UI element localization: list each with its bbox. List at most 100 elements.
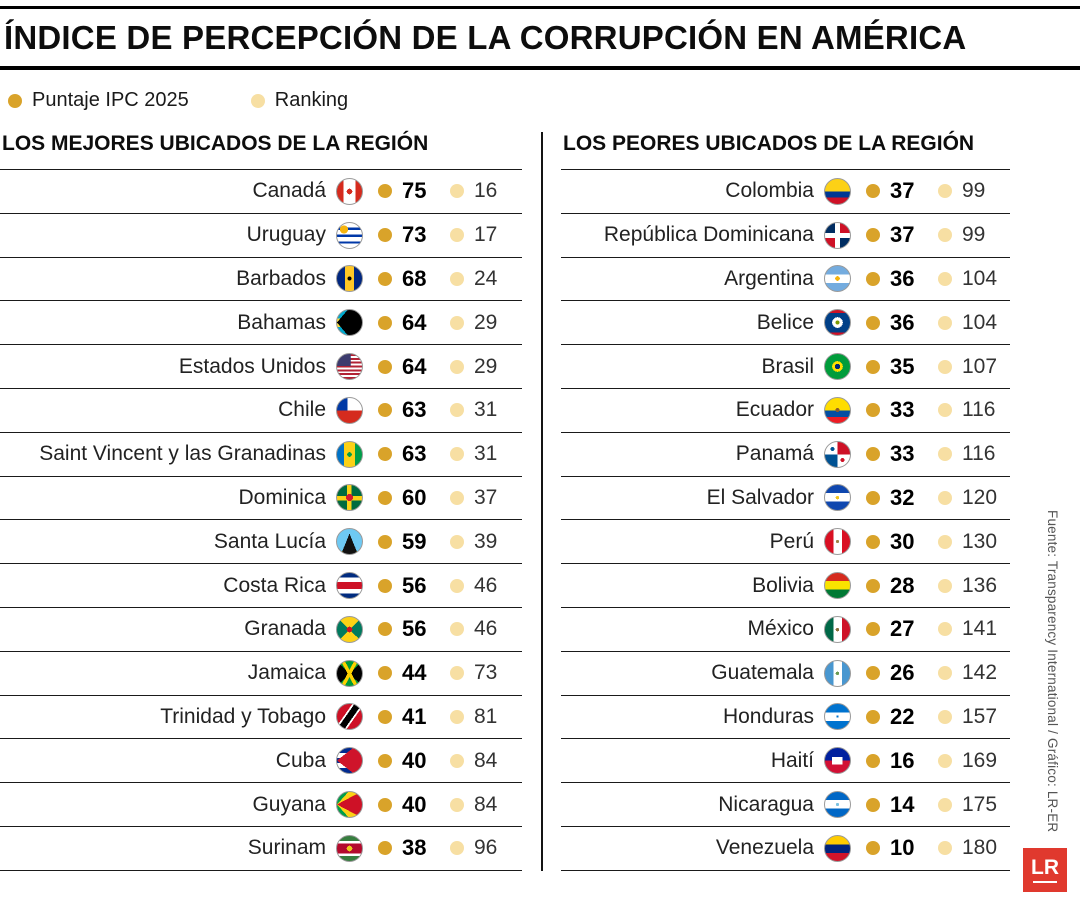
- usa-flag: [336, 353, 363, 381]
- lr-logo-text: LR: [1031, 856, 1059, 879]
- source-credit: Fuente: Transparency International / Grá…: [1045, 509, 1060, 832]
- nicaragua-flag: [824, 791, 851, 819]
- rank-dot-icon: [938, 753, 952, 768]
- table-row: República Dominicana 37 99: [561, 212, 1010, 257]
- country-label: Granada: [244, 617, 326, 641]
- country-label: Estados Unidos: [178, 354, 326, 378]
- rank-value: 130: [962, 529, 998, 553]
- rank-dot-icon: [450, 622, 464, 637]
- score-value: 60: [402, 484, 427, 510]
- score-dot-icon: [866, 184, 880, 199]
- rank-dot-icon: [938, 359, 952, 374]
- worst-ranked-rows: Colombia 37 99 República Dominicana 37 99 Arge…: [561, 169, 1010, 871]
- table-row: Brasil 35 107: [561, 344, 1010, 388]
- rank-value: 157: [962, 704, 998, 728]
- score-dot-icon: [378, 315, 392, 330]
- table-row: Bahamas 64 29: [0, 300, 522, 344]
- rank-value: 99: [962, 179, 986, 203]
- legend-rank-label: Ranking: [274, 89, 349, 111]
- score-dot-icon: [866, 359, 880, 374]
- rank-value: 24: [474, 266, 498, 290]
- rank-value: 16: [474, 179, 498, 203]
- table-row: Colombia 37 99: [561, 169, 1010, 213]
- country-label: Barbados: [236, 266, 326, 290]
- table-row: Panamá 33 116: [561, 431, 1010, 476]
- score-dot-icon: [378, 359, 392, 374]
- table-row: Barbados 68 24: [0, 256, 522, 301]
- score-value: 33: [890, 397, 915, 423]
- score-value: 44: [402, 660, 427, 686]
- score-dot-icon: [378, 403, 392, 418]
- score-value: 68: [402, 265, 427, 291]
- country-label: Costa Rica: [223, 573, 326, 597]
- rank-dot-icon: [938, 403, 952, 418]
- score-value: 28: [890, 572, 915, 598]
- saint-vincent-flag: [336, 440, 363, 468]
- table-row: Jamaica 44 73: [0, 650, 522, 695]
- rank-value: 104: [962, 310, 998, 334]
- rank-value: 46: [474, 573, 498, 597]
- rank-dot-icon: [938, 315, 952, 330]
- score-dot-icon: [866, 709, 880, 724]
- rank-dot-icon: [938, 666, 952, 681]
- country-label: Perú: [769, 529, 814, 553]
- score-value: 56: [402, 572, 427, 598]
- worst-ranked-section: LOS PEORES UBICADOS DE LA REGIÓN Colombi…: [561, 132, 1010, 871]
- best-ranked-heading: LOS MEJORES UBICADOS DE LA REGIÓN: [2, 132, 429, 155]
- country-label: Colombia: [725, 179, 814, 203]
- score-dot-icon: [378, 622, 392, 637]
- country-label: Saint Vincent y las Granadinas: [39, 442, 326, 466]
- rank-dot-icon: [450, 753, 464, 768]
- country-label: Bolivia: [752, 573, 814, 597]
- country-label: Bahamas: [237, 310, 326, 334]
- country-label: Dominica: [238, 485, 326, 509]
- country-label: Panamá: [735, 442, 814, 466]
- dominican-republic-flag: [824, 221, 851, 249]
- score-dot-icon: [866, 490, 880, 505]
- rank-dot-icon: [938, 709, 952, 724]
- table-row: Surinam 38 96: [0, 825, 522, 870]
- score-dot-icon: [378, 447, 392, 462]
- score-dot-icon: [866, 841, 880, 856]
- rank-value: 141: [962, 617, 998, 641]
- peru-flag: [824, 528, 851, 556]
- rank-value: 142: [962, 661, 998, 685]
- score-dot-icon: [378, 709, 392, 724]
- surinam-flag: [336, 834, 363, 862]
- country-label: Brasil: [761, 354, 814, 378]
- rank-dot-icon: [450, 534, 464, 549]
- colombia-flag: [824, 177, 851, 205]
- country-label: El Salvador: [706, 485, 814, 509]
- country-label: Cuba: [275, 748, 326, 772]
- guyana-flag: [336, 791, 363, 819]
- best-ranked-section: LOS MEJORES UBICADOS DE LA REGIÓN Canadá…: [0, 132, 522, 871]
- rank-dot-icon: [450, 271, 464, 286]
- country-label: Haití: [770, 748, 814, 772]
- country-label: Guatemala: [711, 661, 814, 685]
- country-label: Jamaica: [247, 661, 326, 685]
- score-value: 73: [402, 222, 427, 248]
- venezuela-flag: [824, 834, 851, 862]
- score-value: 59: [402, 528, 427, 554]
- ranking-columns: LOS MEJORES UBICADOS DE LA REGIÓN Canadá…: [0, 132, 1080, 871]
- brasil-flag: [824, 353, 851, 381]
- country-label: Surinam: [247, 836, 326, 860]
- rank-dot-icon: [450, 490, 464, 505]
- jamaica-flag: [336, 659, 363, 687]
- best-ranked-rows: Canadá 75 16 Uruguay 73 17 Barbados 68 24 Bahamas…: [0, 169, 522, 871]
- rank-dot-icon: [938, 578, 952, 593]
- honduras-flag: [824, 703, 851, 731]
- score-dot-icon: [866, 271, 880, 286]
- rank-value: 37: [474, 485, 498, 509]
- score-value: 40: [402, 747, 427, 773]
- rank-dot-icon: [938, 841, 952, 856]
- country-label: Uruguay: [246, 223, 326, 247]
- cuba-flag: [336, 747, 363, 775]
- country-label: Ecuador: [735, 398, 814, 422]
- rank-value: 104: [962, 266, 998, 290]
- score-dot-icon: [378, 534, 392, 549]
- rank-value: 120: [962, 485, 998, 509]
- rank-value: 39: [474, 529, 498, 553]
- legend: Puntaje IPC 2025 Ranking: [8, 89, 1080, 112]
- country-label: Guyana: [252, 792, 326, 816]
